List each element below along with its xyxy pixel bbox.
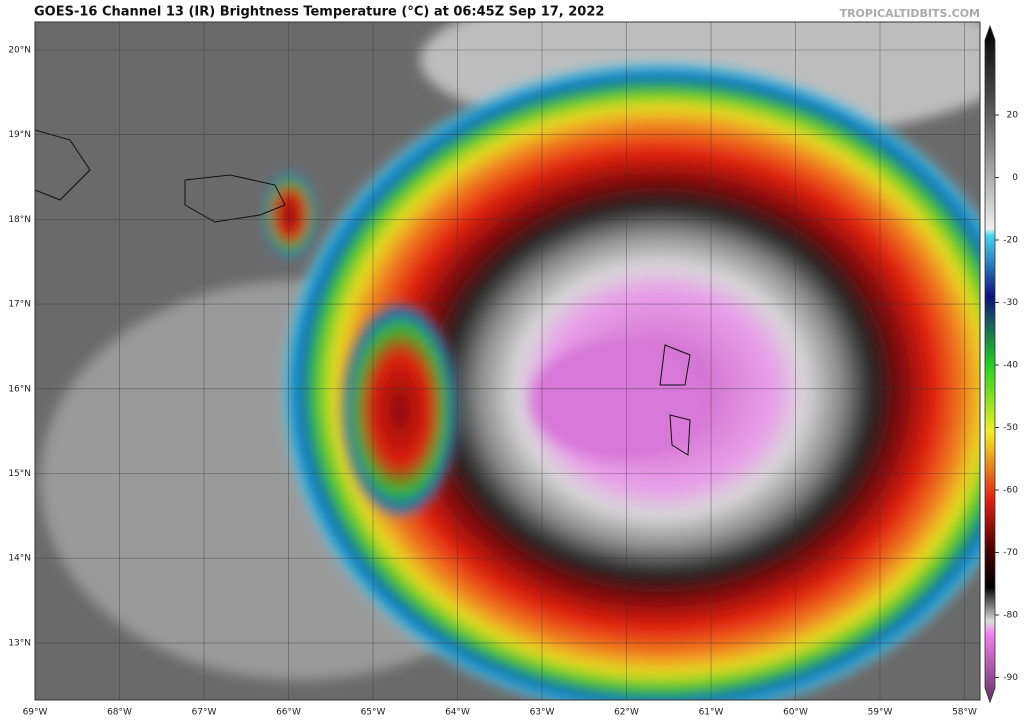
lat-label: 13°N (8, 638, 31, 648)
cold-tops (530, 340, 710, 460)
colorbar-label: 0 (1012, 173, 1018, 183)
graticule (35, 22, 980, 700)
colorbar-label: -60 (1003, 486, 1018, 496)
colorbar-label: -90 (1003, 673, 1018, 683)
coastline (184, 174, 286, 223)
lon-label: 60°W (783, 708, 808, 718)
coastline (659, 344, 691, 456)
lat-label: 16°N (8, 384, 31, 394)
lon-label: 58°W (952, 708, 977, 718)
colorbar (984, 24, 996, 704)
credit: TROPICALTIDBITS.COM (840, 7, 980, 20)
lon-label: 64°W (445, 708, 470, 718)
lat-label: 18°N (8, 215, 31, 225)
colorbar-label: 20 (1007, 111, 1019, 121)
lat-label: 17°N (8, 300, 31, 310)
lat-label: 14°N (8, 554, 31, 564)
title: GOES-16 Channel 13 (IR) Brightness Tempe… (34, 5, 604, 20)
lat-label: 20°N (8, 46, 31, 56)
colorbar-label: -50 (1003, 423, 1018, 433)
labels: 20°N 19°N 18°N 17°N 16°N 15°N 14°N 13°N 69°W 68°W… (8, 46, 1018, 718)
rain-band (262, 170, 318, 260)
lon-label: 66°W (276, 708, 301, 718)
colorbar-label: -20 (1003, 236, 1018, 246)
colorbar-label: -80 (1003, 611, 1018, 621)
rain-band (340, 300, 460, 520)
colorbar-label: -70 (1003, 548, 1018, 558)
lon-label: 61°W (699, 708, 724, 718)
coastline (35, 129, 91, 201)
lon-label: 59°W (868, 708, 893, 718)
satellite-image (35, 22, 980, 700)
colorbar-label: -30 (1003, 298, 1018, 308)
lon-label: 67°W (192, 708, 217, 718)
lon-label: 65°W (361, 708, 386, 718)
lon-label: 68°W (107, 708, 132, 718)
lon-label: 62°W (614, 708, 639, 718)
lon-label: 63°W (530, 708, 555, 718)
lon-label: 69°W (23, 708, 48, 718)
lat-label: 15°N (8, 469, 31, 479)
lat-label: 19°N (8, 130, 31, 140)
colorbar-label: -40 (1003, 361, 1018, 371)
map-frame (34, 21, 981, 701)
